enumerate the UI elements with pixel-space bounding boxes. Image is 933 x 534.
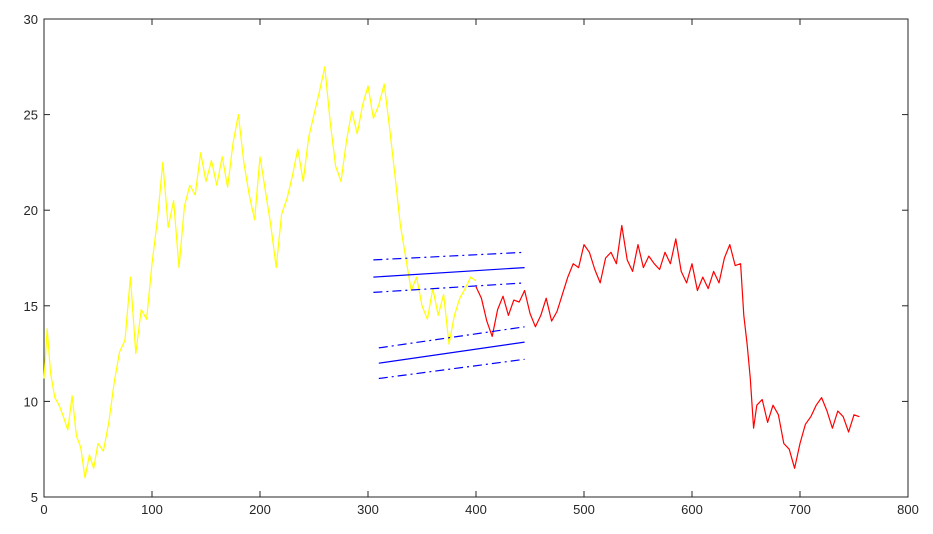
series-line-6 <box>378 341 525 364</box>
x-tick-label: 100 <box>141 502 163 517</box>
x-tick-label: 600 <box>681 502 703 517</box>
series-line-3 <box>373 267 525 278</box>
plot-area-frame <box>43 18 909 498</box>
x-tick-label: 500 <box>573 502 595 517</box>
x-tick-label: 700 <box>789 502 811 517</box>
x-tick-label: 400 <box>465 502 487 517</box>
series-line-4 <box>373 251 525 261</box>
x-tick-label: 200 <box>249 502 271 517</box>
series-line-2 <box>475 224 860 469</box>
x-tick-label: 0 <box>40 502 47 517</box>
series-layer <box>43 66 860 479</box>
y-tick-label: 5 <box>31 490 38 505</box>
x-tick-label: 300 <box>357 502 379 517</box>
y-tick-label: 30 <box>24 12 38 27</box>
y-tick-label: 10 <box>24 394 38 409</box>
y-tick-label: 15 <box>24 299 38 314</box>
axis-ticks <box>43 18 909 498</box>
y-tick-label: 25 <box>24 108 38 123</box>
y-tick-label: 20 <box>24 203 38 218</box>
series-line-8 <box>378 358 525 380</box>
series-line-5 <box>373 282 525 293</box>
x-tick-label: 800 <box>897 502 919 517</box>
series-line-7 <box>378 326 525 349</box>
series-line-1 <box>43 66 477 479</box>
axis-tick-labels: 0 100 200 300 400 500 600 700 800 5 10 15 20 25 30 <box>24 12 919 517</box>
